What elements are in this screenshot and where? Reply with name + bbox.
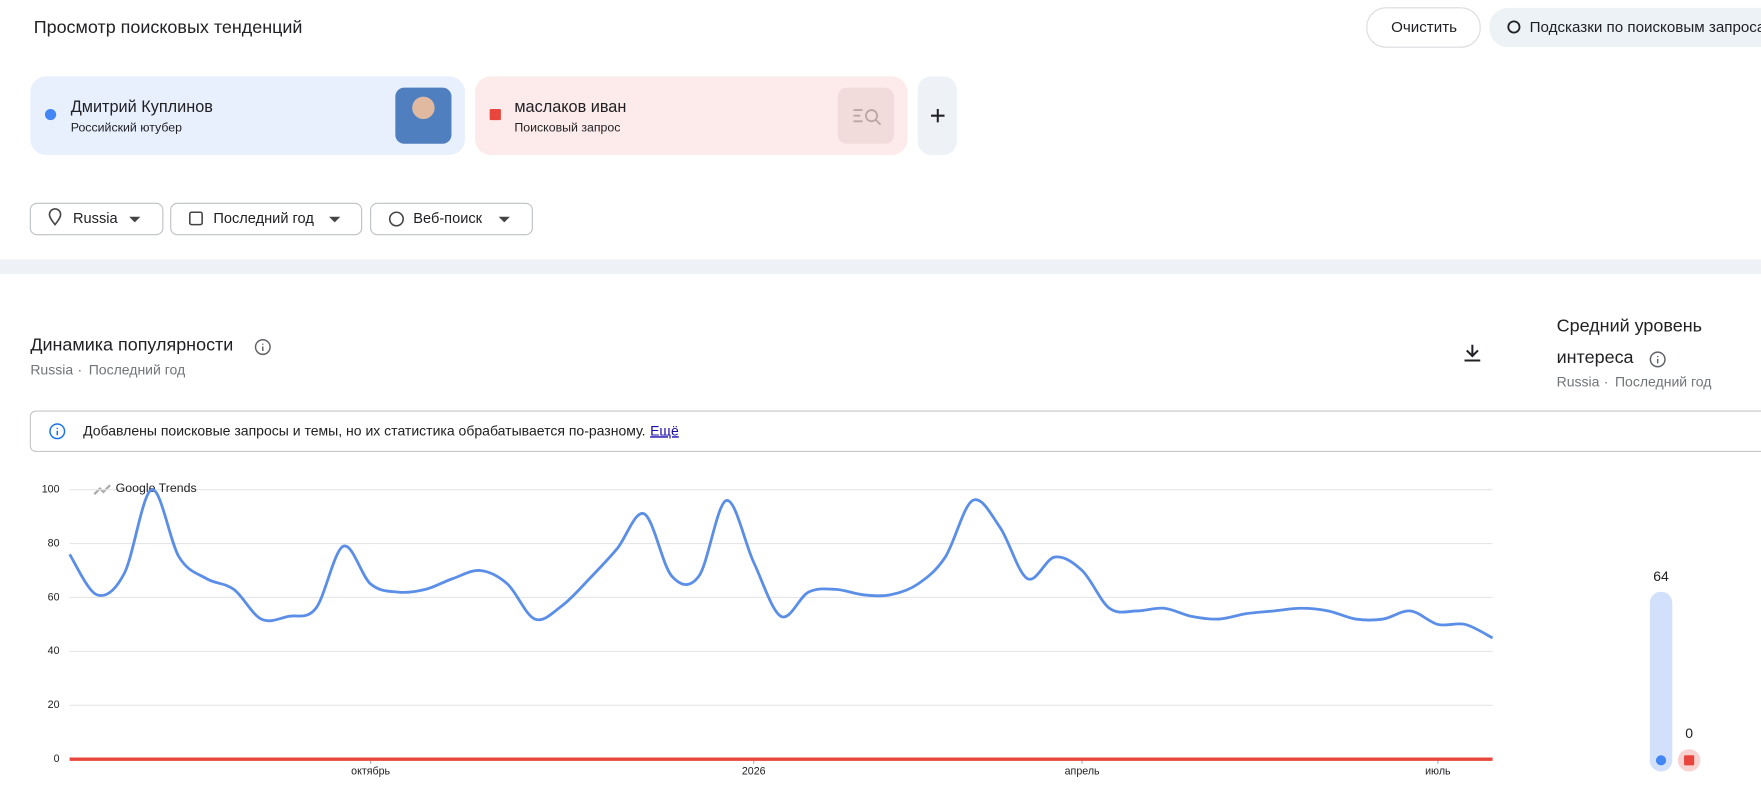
x-tick-label: 2026 xyxy=(742,765,766,777)
filter-source[interactable] xyxy=(370,202,533,236)
chart-region: Russia xyxy=(30,361,73,377)
bulb-icon xyxy=(1507,20,1521,34)
x-tick-label: апрель xyxy=(1065,765,1100,777)
separator: · xyxy=(1604,374,1609,390)
term-card[interactable] xyxy=(30,76,465,155)
avatar-face xyxy=(412,96,435,120)
filter-label: Последний год xyxy=(213,211,314,227)
plus-icon xyxy=(931,108,945,123)
clear-button[interactable] xyxy=(1366,7,1481,48)
info-icon[interactable] xyxy=(1649,351,1666,368)
term-kind: Поисковый запрос xyxy=(514,120,620,134)
filter-label: Веб-поиск xyxy=(413,211,482,227)
avg-region: Russia xyxy=(1557,374,1600,390)
pin-icon xyxy=(48,208,62,226)
avg-value-label: 0 xyxy=(1685,725,1693,741)
calendar-icon xyxy=(189,211,203,226)
avg-period: Последний год xyxy=(1615,374,1711,390)
globe-icon xyxy=(388,211,404,227)
avg-dot xyxy=(1684,755,1695,766)
info-icon[interactable] xyxy=(254,339,271,356)
notice-link[interactable]: Ещё xyxy=(650,422,679,438)
term-card[interactable] xyxy=(475,76,908,155)
series-line xyxy=(68,488,1494,640)
term-dot xyxy=(489,108,501,121)
y-tick-label: 80 xyxy=(48,537,60,549)
y-tick-label: 20 xyxy=(48,699,60,711)
chart-period: Последний год xyxy=(89,361,185,377)
x-tick-label: октябрь xyxy=(351,765,390,777)
suggest-button[interactable] xyxy=(1489,7,1761,48)
term-name: маслаков иван xyxy=(514,98,626,116)
clear-label: Очистить xyxy=(1391,19,1457,36)
filter-label: Russia xyxy=(73,211,118,227)
y-tick-label: 0 xyxy=(54,753,60,765)
term-name: Дмитрий Куплинов xyxy=(71,98,213,116)
watermark: Google Trends xyxy=(116,481,197,495)
y-tick-label: 40 xyxy=(48,645,60,657)
divider xyxy=(0,259,1761,275)
filter-period[interactable] xyxy=(170,202,363,236)
chart-title: Динамика популярности xyxy=(30,335,233,355)
y-tick-label: 60 xyxy=(48,591,60,603)
avg-bar xyxy=(1649,591,1673,772)
separator: · xyxy=(77,361,82,377)
download-icon[interactable] xyxy=(1464,344,1481,362)
avg-value-label: 64 xyxy=(1653,568,1669,584)
filter-region[interactable] xyxy=(29,202,164,236)
notice-box xyxy=(29,410,1761,453)
notice: Добавлены поисковые запросы и темы, но и… xyxy=(83,422,679,438)
notice-icon xyxy=(49,423,66,440)
avg-title: Средний уровень интереса xyxy=(1556,316,1703,368)
suggest-label: Подсказки по поисковым запросам xyxy=(1530,19,1761,36)
term-dot xyxy=(44,108,57,121)
search-icon xyxy=(853,109,882,126)
x-tick-label: июль xyxy=(1425,765,1451,777)
avg-dot xyxy=(1655,755,1667,766)
y-tick-label: 100 xyxy=(42,483,60,495)
page-title: Просмотр поисковых тенденций xyxy=(34,17,303,37)
notice-text: Добавлены поисковые запросы и темы, но и… xyxy=(83,422,645,438)
term-kind: Российский ютубер xyxy=(71,120,182,134)
avg-title-box: Средний уровень интереса xyxy=(1556,316,1703,368)
